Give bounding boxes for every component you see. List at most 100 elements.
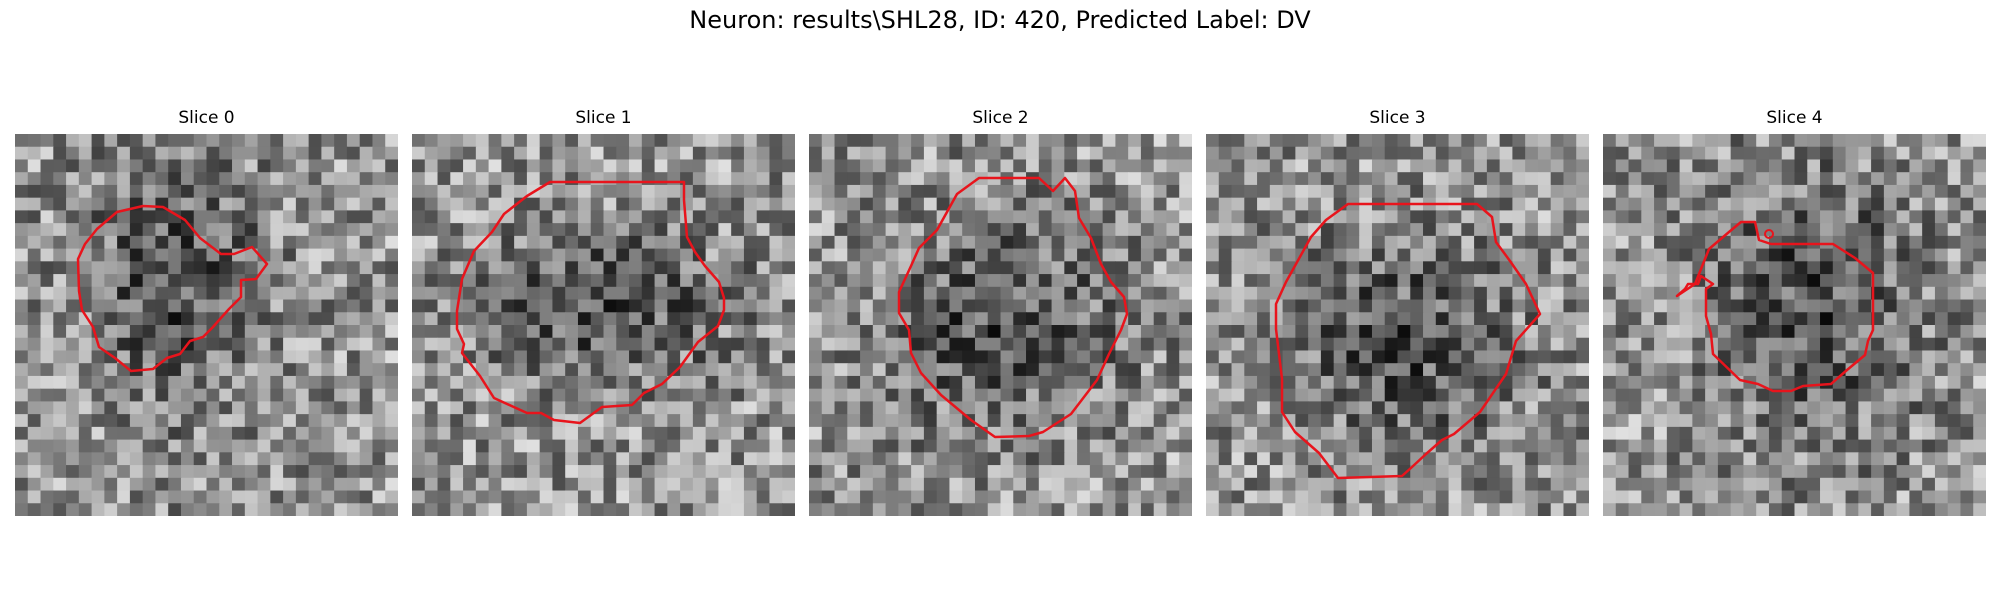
pixel [936,452,951,466]
pixel [1922,503,1936,516]
pixel [232,159,246,173]
pixel [1717,477,1732,492]
pixel [1730,337,1745,352]
pixel [1654,325,1668,339]
pixel [885,325,899,339]
pixel [1206,223,1220,237]
pixel [526,375,541,390]
pixel [1115,134,1129,148]
pixel [834,286,848,301]
pixel [1730,312,1745,326]
pixel [616,184,630,199]
pixel [718,452,732,466]
pixel [1051,299,1065,313]
pixel [1858,350,1872,364]
pixel [91,286,105,301]
pixel [219,159,233,173]
pixel [565,197,579,211]
pixel [1257,248,1271,262]
pixel [962,274,976,288]
pixel [1909,274,1923,288]
pixel [450,197,464,211]
pixel [769,197,783,211]
pixel [270,146,284,161]
pixel [244,261,259,275]
pixel [590,134,605,148]
pixel [1973,210,1986,224]
pixel [437,439,451,453]
pixel [514,159,528,173]
pixel [526,452,541,466]
pixel [1371,159,1386,173]
pixel [847,274,861,288]
pixel [1295,261,1309,275]
pixel [1486,439,1501,453]
pixel [1563,261,1577,275]
pixel [552,223,566,237]
pixel [104,134,118,148]
pixel [1705,235,1719,250]
pixel [809,261,823,275]
pixel [270,312,284,326]
pixel [1166,503,1180,516]
pixel [705,146,719,161]
pixel [1743,503,1757,516]
pixel [27,388,42,402]
pixel [53,248,67,262]
pixel [1359,414,1373,428]
pixel [27,325,42,339]
pixel [1448,452,1462,466]
pixel [1832,172,1847,186]
pixel [1934,210,1949,224]
pixel [872,363,887,377]
pixel [257,503,271,516]
pixel [219,184,233,199]
pixel [1717,401,1732,415]
pixel [514,274,528,288]
pixel [1051,134,1065,148]
pixel [514,184,528,199]
pixel [1858,452,1872,466]
pixel [898,299,912,313]
pixel [654,146,668,161]
pixel [1257,375,1271,390]
pixel [923,223,938,237]
pixel [1807,325,1821,339]
pixel [206,426,220,441]
pixel [974,325,989,339]
pixel [539,248,554,262]
pixel [1026,401,1040,415]
pixel [1628,426,1642,441]
pixel [1858,439,1872,453]
pixel [1537,477,1552,492]
pixel [412,439,426,453]
pixel [1641,210,1655,224]
pixel [1026,299,1040,313]
pixel [629,439,643,453]
pixel [412,477,426,492]
pixel [424,375,439,390]
pixel [1257,210,1271,224]
pixel [488,375,502,390]
pixel [1346,235,1360,250]
pixel [1166,159,1180,173]
pixel [1218,134,1233,148]
pixel [1308,439,1322,453]
pixel [346,375,361,390]
pixel [270,134,284,148]
pixel [680,248,694,262]
pixel [27,414,42,428]
pixel [1654,490,1668,504]
pixel [692,350,707,364]
pixel [1320,223,1335,237]
pixel [206,452,220,466]
pixel [743,363,758,377]
pixel [424,159,439,173]
pixel [629,299,643,313]
pixel [1179,134,1192,148]
pixel [1231,159,1245,173]
pixel [1128,465,1142,479]
pixel [1153,503,1168,516]
pixel [1244,388,1258,402]
pixel [847,172,861,186]
